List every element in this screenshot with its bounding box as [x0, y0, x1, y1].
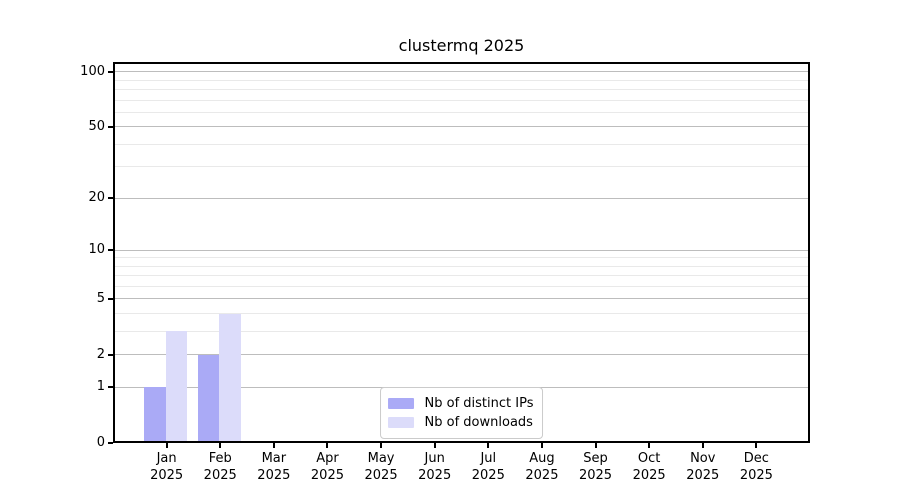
x-tick [594, 443, 597, 448]
x-tick [487, 443, 490, 448]
x-tick-label: Mar 2025 [257, 451, 291, 483]
y-tick [108, 197, 113, 200]
gridline-minor [113, 330, 810, 332]
y-tick-label: 0 [96, 435, 105, 450]
y-tick-label: 20 [88, 190, 105, 206]
y-tick-label: 100 [80, 63, 105, 79]
y-tick-label: 50 [88, 118, 105, 134]
legend-item-distinct-ips: Nb of distinct IPs [387, 394, 534, 413]
legend-item-downloads: Nb of downloads [387, 413, 534, 432]
legend-label-distinct-ips: Nb of distinct IPs [424, 396, 534, 411]
legend-swatch-downloads [387, 417, 414, 428]
x-tick-label: Sep 2025 [578, 451, 613, 483]
gridline-minor [113, 313, 810, 315]
y-tick-label: 2 [96, 346, 105, 362]
x-tick [755, 443, 758, 448]
gridline-major [113, 71, 810, 73]
y-tick-label: 1 [96, 379, 105, 395]
y-tick [108, 442, 113, 444]
x-tick-label: Feb 2025 [203, 451, 237, 483]
bar-distinct-ips [144, 387, 166, 443]
gridline-minor [113, 275, 810, 277]
x-tick-label: Jul 2025 [471, 451, 505, 483]
legend: Nb of distinct IPs Nb of downloads [379, 387, 544, 439]
y-tick-label: 10 [88, 242, 105, 258]
bar-downloads [219, 313, 241, 443]
gridline-major [113, 197, 810, 199]
bar-distinct-ips [197, 354, 220, 443]
bar-downloads [165, 331, 188, 443]
y-tick [108, 353, 113, 356]
gridline-minor [113, 265, 810, 267]
plot-area: 0 1 2 5 10 20 50 100 Jan 2025 Feb 2025 Mar 2025 Apr… [80, 62, 810, 483]
x-tick [433, 443, 436, 448]
gridline-minor [113, 285, 810, 287]
x-tick-label: May 2025 [364, 451, 398, 483]
x-tick-label: Nov 2025 [686, 451, 720, 483]
y-tick [108, 297, 113, 300]
gridline-minor [113, 257, 810, 259]
gridline-major [113, 126, 810, 128]
y-tick-label: 5 [96, 290, 105, 306]
chart-title: clustermq 2025 [398, 36, 525, 55]
x-tick-label: Dec 2025 [739, 451, 773, 483]
x-tick [701, 443, 704, 448]
x-tick-label: Apr 2025 [310, 451, 344, 483]
gridline-minor [113, 111, 810, 113]
legend-label-downloads: Nb of downloads [424, 415, 533, 430]
gridline-major [113, 298, 810, 300]
gridline-minor [113, 88, 810, 90]
y-tick [108, 70, 113, 73]
x-tick-label: Jan 2025 [150, 451, 184, 483]
x-tick [272, 443, 275, 448]
x-tick [540, 443, 543, 448]
y-tick [108, 386, 113, 389]
x-tick-label: Aug 2025 [525, 451, 559, 483]
gridline-minor [113, 99, 810, 101]
gridline-major [113, 249, 810, 251]
legend-swatch-distinct-ips [387, 398, 414, 409]
gridline-minor [113, 79, 810, 81]
gridline-major [113, 354, 810, 356]
y-tick [108, 249, 113, 252]
gridline-minor [113, 143, 810, 145]
x-tick-label: Oct 2025 [632, 451, 666, 483]
x-tick [326, 443, 329, 448]
x-tick-label: Jun 2025 [418, 451, 452, 483]
x-tick [165, 443, 168, 448]
y-tick [108, 125, 113, 128]
x-tick [648, 443, 651, 448]
x-tick [219, 443, 222, 448]
x-tick [380, 443, 383, 448]
gridline-minor [113, 166, 810, 168]
